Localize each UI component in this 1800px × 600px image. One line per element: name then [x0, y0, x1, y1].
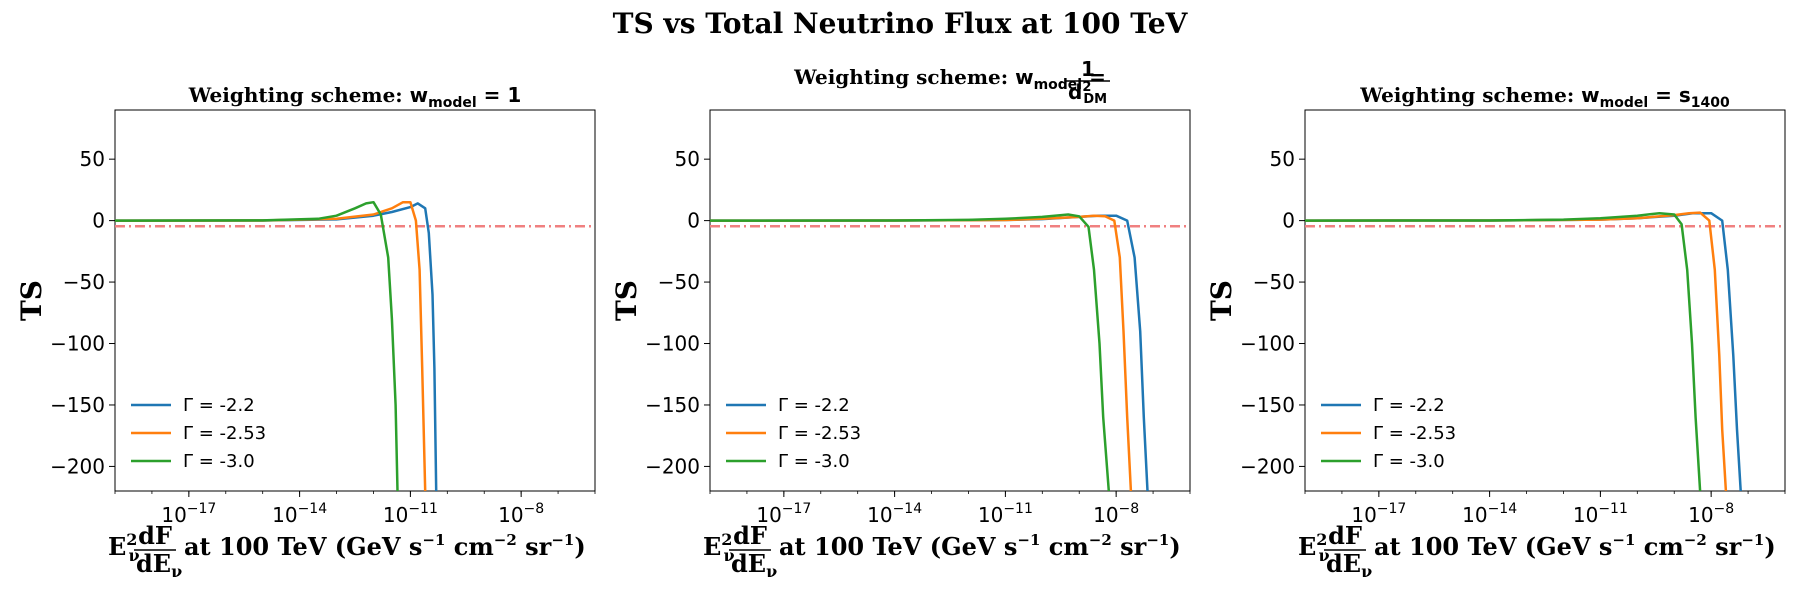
legend-label: Γ = -2.2 — [1373, 395, 1445, 416]
series-line — [1305, 211, 1702, 491]
series-line — [1305, 211, 1742, 491]
legend-label: Γ = -3.0 — [1373, 451, 1445, 472]
y-tick-label: −150 — [645, 393, 700, 417]
panel-3: Weighting scheme: wmodel = s1400 50 0 −50 −1… — [1205, 83, 1786, 581]
y-tick-label: −50 — [1253, 270, 1295, 294]
figure-title: TS vs Total Neutrino Flux at 100 TeV — [613, 7, 1189, 40]
y-tick-label: 50 — [675, 147, 700, 171]
x-label-energy: E2 ν — [108, 530, 140, 565]
x-tick-label: 10−17 — [161, 501, 216, 527]
panel-title: Weighting scheme: wmodel = s1400 — [1359, 83, 1730, 111]
panel-title: Weighting scheme: wmodel = 1 — [188, 83, 522, 111]
x-tick-label: 10−11 — [383, 501, 438, 527]
y-tick-label: −200 — [1240, 454, 1295, 478]
plot-frame — [709, 109, 1191, 492]
y-tick-label: −50 — [63, 270, 105, 294]
legend-label: Γ = -2.53 — [1373, 423, 1456, 444]
y-tick-label: 0 — [687, 209, 700, 233]
y-tick-label: −150 — [1240, 393, 1295, 417]
y-tick-label: 0 — [92, 209, 105, 233]
x-tick-label: 10−17 — [1351, 501, 1406, 527]
panel-1: Weighting scheme: wmodel = 1 50 0 −50 −100 −1… — [15, 83, 596, 581]
y-axis-label: TS — [1205, 280, 1238, 321]
series-line — [710, 214, 1133, 491]
series-line — [1305, 211, 1728, 491]
y-tick-label: −100 — [50, 332, 105, 356]
legend-label: Γ = -3.0 — [778, 451, 850, 472]
y-tick-label: 50 — [1270, 147, 1295, 171]
x-tick-label: 10−11 — [978, 501, 1033, 527]
x-tick-label: 10−14 — [867, 501, 922, 527]
legend-label: Γ = -2.53 — [183, 423, 266, 444]
x-label-text: at 100 TeV (GeV s−1 cm−2 sr−1) — [184, 531, 586, 561]
x-label-energy: E2 ν — [1298, 530, 1330, 565]
legend-label: Γ = -2.53 — [778, 423, 861, 444]
panel-title: Weighting scheme: wmodel = — [793, 65, 1106, 93]
x-tick-label: 10−8 — [1093, 501, 1139, 527]
series-line — [710, 213, 1111, 491]
y-tick-label: −100 — [645, 332, 700, 356]
x-tick-label: 10−17 — [756, 501, 811, 527]
y-tick-label: −150 — [50, 393, 105, 417]
y-tick-label: −200 — [50, 454, 105, 478]
plot-frame — [1304, 109, 1786, 492]
x-tick-label: 10−14 — [272, 501, 327, 527]
x-tick-label: 10−11 — [1573, 501, 1628, 527]
x-label-energy: E2 ν — [703, 530, 735, 565]
series-line — [115, 200, 427, 491]
y-tick-label: −50 — [658, 270, 700, 294]
series-line — [115, 202, 438, 491]
panel-2: Weighting scheme: wmodel = 1d2 DM 50 0 −50 −1… — [610, 57, 1191, 581]
x-tick-label: 10−8 — [498, 501, 544, 527]
title-fraction-numerator: 1 — [1081, 57, 1095, 81]
y-tick-label: 0 — [1282, 209, 1295, 233]
x-label-frac-top: dF — [733, 521, 767, 550]
y-tick-label: 50 — [80, 147, 105, 171]
legend-label: Γ = -2.2 — [183, 395, 255, 416]
y-axis-label: TS — [610, 280, 643, 321]
series-line — [710, 214, 1149, 491]
x-label-frac-bottom: dEν — [731, 549, 777, 581]
title-fraction-denominator: d2 DM — [1068, 80, 1107, 107]
x-label-frac-bottom: dEν — [136, 549, 182, 581]
series-line — [115, 200, 399, 491]
x-tick-label: 10−8 — [1688, 501, 1734, 527]
x-label-frac-top: dF — [138, 521, 172, 550]
x-label-frac-top: dF — [1328, 521, 1362, 550]
x-label-frac-bottom: dEν — [1326, 549, 1372, 581]
plot-frame — [114, 109, 596, 492]
y-tick-label: −100 — [1240, 332, 1295, 356]
y-axis-label: TS — [15, 280, 48, 321]
x-tick-label: 10−14 — [1462, 501, 1517, 527]
legend-label: Γ = -2.2 — [778, 395, 850, 416]
x-label-text: at 100 TeV (GeV s−1 cm−2 sr−1) — [1374, 531, 1776, 561]
x-label-text: at 100 TeV (GeV s−1 cm−2 sr−1) — [779, 531, 1181, 561]
legend-label: Γ = -3.0 — [183, 451, 255, 472]
y-tick-label: −200 — [645, 454, 700, 478]
